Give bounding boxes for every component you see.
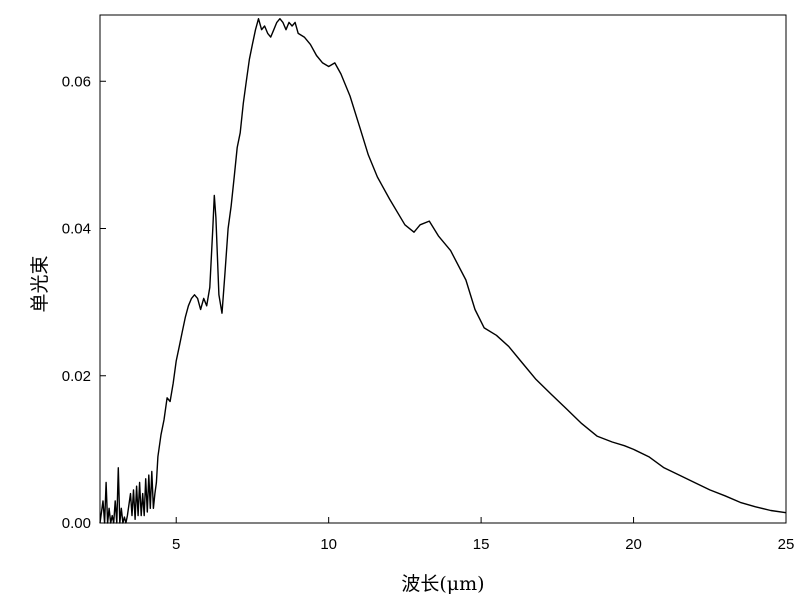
y-tick-label: 0.00 xyxy=(62,515,91,532)
x-tick-label: 10 xyxy=(320,536,337,553)
x-tick-label: 25 xyxy=(778,536,795,553)
series-line xyxy=(99,18,787,524)
plot-frame xyxy=(99,14,787,524)
x-tick-label: 5 xyxy=(172,536,180,553)
y-axis-title: 单光束 xyxy=(29,255,51,312)
y-tick-label: 0.02 xyxy=(62,368,91,385)
x-tick-label: 20 xyxy=(625,536,642,553)
y-tick-label: 0.04 xyxy=(62,221,91,238)
x-axis-title: 波长(μm) xyxy=(401,573,484,595)
y-tick-label: 0.06 xyxy=(62,73,91,90)
x-tick-label: 15 xyxy=(473,536,490,553)
